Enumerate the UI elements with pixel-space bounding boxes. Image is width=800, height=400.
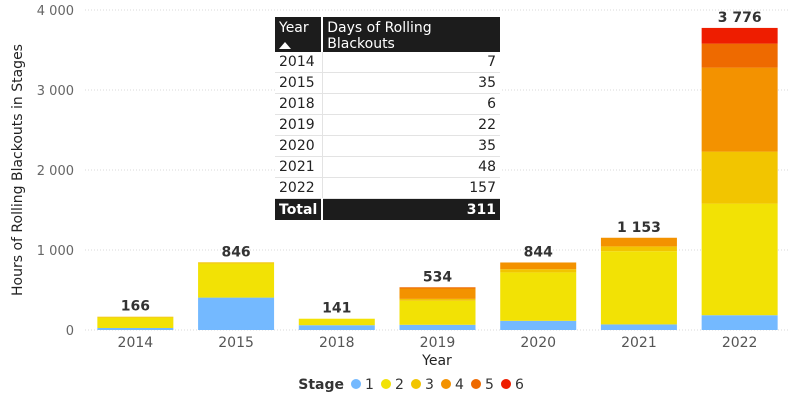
total-value: 311 bbox=[322, 198, 500, 220]
bar-segment-stage-5[interactable] bbox=[701, 43, 778, 68]
year-cell: 2018 bbox=[275, 93, 323, 115]
bar-segment-stage-1[interactable] bbox=[198, 297, 275, 330]
days-cell: 7 bbox=[322, 52, 500, 73]
days-cell: 48 bbox=[322, 156, 500, 178]
bar-segment-stage-2[interactable] bbox=[198, 263, 275, 298]
legend-marker bbox=[501, 379, 511, 389]
x-tick-label: 2021 bbox=[621, 335, 657, 351]
bar-segment-stage-6[interactable] bbox=[701, 27, 778, 44]
bar-segment-stage-1[interactable] bbox=[298, 325, 375, 330]
legend-label: 1 bbox=[365, 377, 374, 393]
bar-segment-stage-4[interactable] bbox=[399, 288, 476, 299]
days-cell: 35 bbox=[322, 72, 500, 94]
year-cell: 2022 bbox=[275, 177, 323, 199]
days-header-label: Days of Rolling Blackouts bbox=[327, 20, 432, 52]
days-table: Year Days of Rolling Blackouts 2014 7 20… bbox=[275, 17, 500, 220]
legend-title: Stage bbox=[298, 377, 344, 393]
legend-marker bbox=[441, 379, 451, 389]
table-total-row: Total 311 bbox=[275, 198, 500, 220]
year-column-header[interactable]: Year bbox=[275, 17, 323, 52]
y-tick-labels: 0 1 000 2 000 3 000 4 000 bbox=[37, 4, 74, 339]
y-tick-label: 3 000 bbox=[37, 84, 74, 99]
legend-label: 6 bbox=[515, 377, 524, 393]
x-tick-label: 2015 bbox=[218, 335, 254, 351]
bar-segment-stage-1[interactable] bbox=[399, 324, 476, 330]
bar-total-label: 166 bbox=[121, 299, 150, 315]
bar-segment-stage-3[interactable] bbox=[198, 262, 275, 264]
bar-segment-stage-2[interactable] bbox=[298, 318, 375, 326]
bar-total-label: 534 bbox=[423, 269, 452, 285]
days-cell: 22 bbox=[322, 114, 500, 136]
bar-segment-stage-3[interactable] bbox=[500, 269, 577, 273]
x-tick-labels: 2014 2015 2018 2019 2020 2021 2022 bbox=[118, 335, 758, 351]
days-column-header[interactable]: Days of Rolling Blackouts bbox=[321, 17, 500, 52]
total-label: Total bbox=[275, 198, 324, 220]
year-cell: 2015 bbox=[275, 72, 323, 94]
x-axis-title: Year bbox=[421, 353, 452, 369]
table-row: 2018 6 bbox=[275, 93, 500, 115]
y-tick-label: 1 000 bbox=[37, 244, 74, 259]
bar-segment-stage-2[interactable] bbox=[399, 300, 476, 325]
year-cell: 2019 bbox=[275, 114, 323, 136]
legend-marker bbox=[471, 379, 481, 389]
y-tick-label: 4 000 bbox=[37, 4, 74, 19]
bar-segment-stage-4[interactable] bbox=[701, 67, 778, 152]
total-labels: 166 846 141 534 844 1 153 3 776 bbox=[121, 10, 762, 317]
legend-label: 5 bbox=[485, 377, 494, 393]
table-row: 2021 48 bbox=[275, 156, 500, 178]
bar-segment-stage-2[interactable] bbox=[97, 317, 174, 328]
x-tick-label: 2022 bbox=[722, 335, 758, 351]
legend-marker bbox=[411, 379, 421, 389]
legend: Stage 1 2 3 4 5 6 bbox=[298, 377, 524, 393]
table-row: 2022 157 bbox=[275, 177, 500, 199]
bar-total-label: 3 776 bbox=[718, 10, 762, 26]
bar-segment-stage-1[interactable] bbox=[97, 328, 174, 330]
bar-segment-stage-4[interactable] bbox=[600, 237, 677, 247]
bar-segment-stage-5[interactable] bbox=[399, 287, 476, 289]
y-tick-label: 2 000 bbox=[37, 164, 74, 179]
table-row: 2019 22 bbox=[275, 114, 500, 136]
bar-segment-stage-3[interactable] bbox=[701, 151, 778, 204]
year-cell: 2021 bbox=[275, 156, 323, 178]
legend-label: 4 bbox=[455, 377, 464, 393]
days-cell: 157 bbox=[322, 177, 500, 199]
year-cell: 2014 bbox=[275, 52, 323, 73]
legend-label: 3 bbox=[425, 377, 434, 393]
bar-total-label: 141 bbox=[322, 301, 351, 317]
bar-segment-stage-3[interactable] bbox=[399, 298, 476, 301]
x-tick-label: 2018 bbox=[319, 335, 355, 351]
bar-segment-stage-3[interactable] bbox=[600, 246, 677, 252]
x-tick-label: 2019 bbox=[420, 335, 456, 351]
table-row: 2020 35 bbox=[275, 135, 500, 157]
x-tick-label: 2020 bbox=[520, 335, 556, 351]
legend-label: 2 bbox=[395, 377, 404, 393]
days-cell: 35 bbox=[322, 135, 500, 157]
bar-total-label: 844 bbox=[524, 244, 553, 260]
bar-total-label: 846 bbox=[221, 244, 250, 260]
table-row: 2014 7 bbox=[275, 52, 500, 73]
bar-segment-stage-4[interactable] bbox=[500, 262, 577, 270]
year-cell: 2020 bbox=[275, 135, 323, 157]
y-axis-title: Hours of Rolling Blackouts in Stages bbox=[10, 44, 26, 296]
bar-segment-stage-2[interactable] bbox=[701, 203, 778, 316]
bar-segment-stage-2[interactable] bbox=[500, 272, 577, 321]
table-row: 2015 35 bbox=[275, 72, 500, 94]
bar-segment-stage-2[interactable] bbox=[600, 251, 677, 325]
x-tick-label: 2014 bbox=[118, 335, 154, 351]
bar-total-label: 1 153 bbox=[617, 220, 661, 236]
bar-segment-stage-1[interactable] bbox=[701, 315, 778, 330]
sort-ascending-icon bbox=[279, 42, 291, 49]
legend-marker bbox=[351, 379, 361, 389]
bar-segment-stage-1[interactable] bbox=[600, 324, 677, 330]
legend-marker bbox=[381, 379, 391, 389]
y-tick-label: 0 bbox=[66, 324, 74, 339]
bar-segment-stage-1[interactable] bbox=[500, 320, 577, 330]
bars bbox=[97, 27, 778, 330]
year-header-label: Year bbox=[279, 20, 309, 36]
days-cell: 6 bbox=[322, 93, 500, 115]
bar-segment-stage-3[interactable] bbox=[97, 316, 174, 318]
